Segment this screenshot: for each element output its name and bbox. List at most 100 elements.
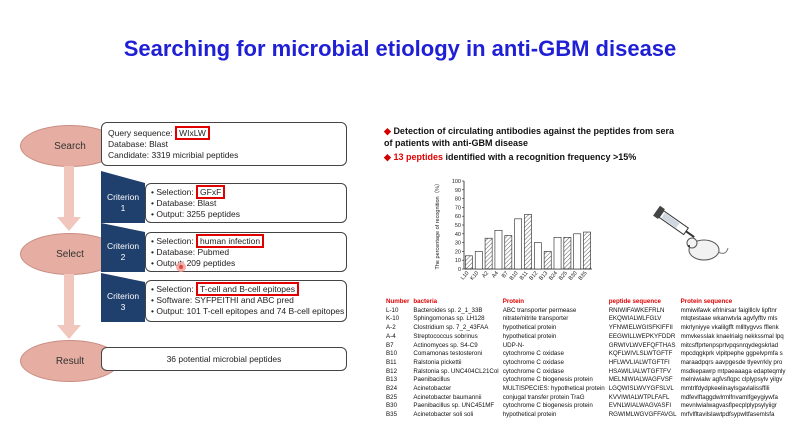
criterion-3-pointer <box>101 273 145 282</box>
chart-bar-B35 <box>583 231 591 270</box>
chart-bar-A4 <box>494 229 503 270</box>
table-cell: cytochrome C oxidase <box>502 367 564 375</box>
criterion-2: Criterion 2 <box>101 232 145 272</box>
criterion-1: Criterion 1 <box>101 183 145 223</box>
table-cell: L-10 <box>386 306 399 314</box>
table-cell: B10 <box>386 350 398 358</box>
table-row: B13 Paenibacillus cytochrome C biogenesis … <box>384 376 787 385</box>
table-cell: LGQWISLWVYGFSLVL <box>608 385 674 393</box>
cursor-dot-icon <box>176 262 186 272</box>
table-cell: KQFLWIVLSLWTGFTF <box>608 350 673 358</box>
table-cell: RGWIMLWGVGFFAVGL <box>608 411 677 419</box>
table-cell: conjugal transfer protein TraG <box>502 393 585 401</box>
table-cell: A-2 <box>386 324 396 332</box>
table-cell: Clostridium sp. 7_2_43FAA <box>413 324 489 332</box>
table-row: B7 Actinomyces sp. S4-C9 UDP-N- GRWIVLWVEFQ… <box>384 342 787 351</box>
table-cell: maraadpqrs aavpgesde tlyevrrkly pro <box>680 358 783 366</box>
x-tick-label: B30 <box>568 270 579 281</box>
table-cell: Ralstonia sp. UNC404CL21Col <box>413 367 499 375</box>
x-tick-label: B24 <box>548 270 559 281</box>
table-cell: Ralstonia pickettii <box>413 358 462 366</box>
syringe-icon <box>653 205 695 238</box>
diamond-icon: ◆ <box>384 152 391 162</box>
chart-bar-B12 <box>534 242 542 270</box>
x-tick-label: B12 <box>528 270 539 281</box>
header-bacteria: bacteria <box>413 298 438 305</box>
y-tick-label: 40 <box>455 232 461 238</box>
table-cell: B11 <box>386 358 397 366</box>
chart-bar-B25 <box>563 237 572 270</box>
table-cell: Acinetobacter baumannii <box>413 393 482 401</box>
bullet-2: ◆ 13 peptides identified with a recognit… <box>384 152 637 162</box>
table-cell: EEGWILLWEPKYFDDR <box>608 332 676 340</box>
table-cell: YFNWIELWGISFKIFFII <box>608 324 673 332</box>
y-tick-label: 90 <box>455 188 461 194</box>
table-cell: Acinetobacter soli soli <box>413 411 474 419</box>
table-cell: MULTISPECIES: hypothetical protein <box>502 385 605 393</box>
chart-bar-B10 <box>514 218 522 270</box>
table-cell: msdkepawrp mtpaeaaaga edapteqmly <box>680 367 786 375</box>
criterion-3-box: • Selection: T-cell and B-cell epitopes … <box>145 280 347 322</box>
table-cell: mmvkesslak knaelrialg nekkssmal lpq <box>680 332 784 340</box>
table-cell: GRWIVLWVEFQFTHAS <box>608 341 676 349</box>
y-tick-label: 60 <box>455 214 461 220</box>
table-row: B35 Acinetobacter soli soli hypothetical p… <box>384 411 787 420</box>
bullet-2-highlight: 13 peptides <box>393 152 443 162</box>
table-cell: Streptococcus sobrinus <box>413 332 478 340</box>
query-sequence-highlight: WIxLW <box>175 126 210 140</box>
chart-bar-L10 <box>465 255 473 270</box>
table-cell: mmiwifawk efrlnirsar faiglllclv lipftnr <box>680 306 777 314</box>
query-sequence-line: Query sequence: WIxLW <box>108 126 340 140</box>
criterion-1-pointer <box>101 171 145 183</box>
table-cell: hypothetical protein <box>502 411 557 419</box>
table-cell: cytochrome C biogenesis protein <box>502 402 593 410</box>
table-cell: A-4 <box>386 332 396 340</box>
table-cell: RNIWIFAWKEFRLN <box>608 306 665 314</box>
chart-bar-B24 <box>553 237 562 270</box>
header-peptide-sequence: peptide sequence <box>608 298 661 305</box>
chart-bar-B11 <box>524 214 532 270</box>
mouse-icon <box>686 237 729 261</box>
x-tick-label: B10 <box>509 270 520 281</box>
y-tick-label: 80 <box>455 197 461 203</box>
x-tick-label: B11 <box>519 270 530 281</box>
result-text: 36 potential microbial peptides <box>166 354 282 364</box>
table-cell: Sphingomonas sp. LH128 <box>413 315 485 323</box>
table-cell: mpcdqgkprk vlpitpephe ggpelvpmfa s <box>680 350 783 358</box>
x-tick-label: A4 <box>491 270 500 279</box>
y-tick-label: 50 <box>455 223 461 229</box>
table-cell: mevnlwialwagvasflpecplplypsylyiigr <box>680 402 777 410</box>
table-cell: mmtrlfdydpkeelinaylsgavlalissffili <box>680 385 770 393</box>
x-tick-label: B25 <box>558 270 569 281</box>
table-cell: ABC transporter permease <box>502 306 577 314</box>
table-cell: MELNIWIALWAGFVSF <box>608 376 673 384</box>
header-protein: Protein <box>502 298 525 305</box>
chart-bar-K10 <box>474 251 483 270</box>
x-tick-label: L10 <box>460 270 471 281</box>
peptide-table: Number bacteria Protein peptide sequence… <box>384 298 787 420</box>
y-tick-label: 10 <box>455 258 461 264</box>
table-header-row: Number bacteria Protein peptide sequence… <box>384 298 787 307</box>
table-cell: Comamonas testosteroni <box>413 350 483 358</box>
y-tick-label: 20 <box>455 249 461 255</box>
table-cell: mitcsffprtenpsprtvpqsnrqydegskrlad <box>680 341 779 349</box>
table-cell: UDP-N- <box>502 341 525 349</box>
table-cell: B24 <box>386 385 398 393</box>
table-cell: B30 <box>386 402 398 410</box>
x-tick-label: B35 <box>578 270 589 281</box>
table-cell: KVVIWIALWTPLFAFL <box>608 393 670 401</box>
x-tick-label: K10 <box>469 270 480 281</box>
table-cell: B12 <box>386 367 398 375</box>
table-row: A-4 Streptococcus sobrinus hypothetical pr… <box>384 333 787 342</box>
table-cell: EVNLWIALWAGVASFI <box>608 402 672 410</box>
y-tick-label: 30 <box>455 241 461 247</box>
table-cell: hypothetical protein <box>502 332 557 340</box>
y-tick-label: 0 <box>458 267 461 273</box>
arrow-select-result <box>64 274 74 326</box>
query-candidate: Candidate: 3319 micribial peptides <box>108 150 239 160</box>
x-tick-label: B13 <box>538 270 549 281</box>
table-cell: Acinetobacter <box>413 385 452 393</box>
arrow-head-1 <box>57 217 81 231</box>
table-cell: EKQWIALWLFGLV <box>608 315 662 323</box>
result-box: 36 potential microbial peptides <box>101 347 347 371</box>
